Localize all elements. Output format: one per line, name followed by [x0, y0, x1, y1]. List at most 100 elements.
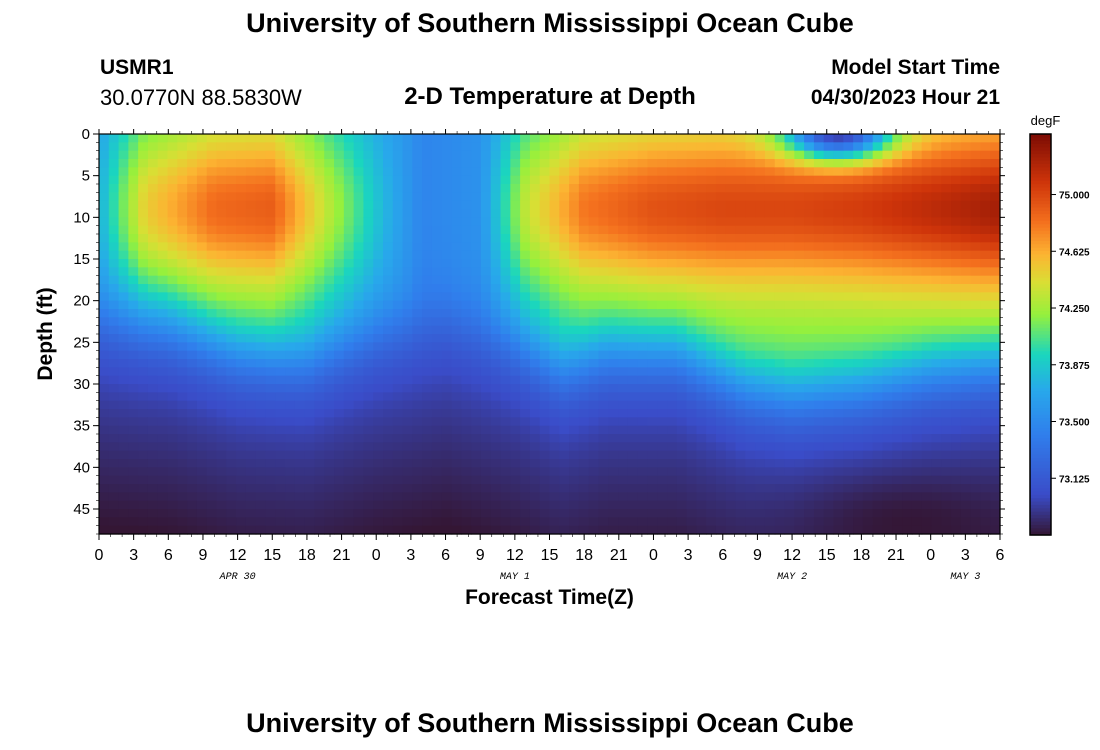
- colorbar-segment: [1030, 354, 1051, 359]
- heatmap-cell: [970, 525, 982, 535]
- heatmap-cell: [294, 334, 306, 343]
- heatmap-cell: [980, 359, 991, 368]
- heatmap-cell: [529, 159, 541, 168]
- heatmap-cell: [657, 159, 668, 168]
- heatmap-cell: [500, 359, 511, 368]
- heatmap-cell: [451, 434, 462, 443]
- heatmap-cell: [167, 242, 178, 252]
- heatmap-cell: [294, 259, 306, 268]
- heatmap-cell: [764, 517, 776, 527]
- heatmap-cell: [236, 400, 247, 410]
- heatmap-cell: [735, 234, 746, 243]
- heatmap-cell: [960, 417, 972, 427]
- heatmap-cell: [960, 325, 972, 335]
- heatmap-cell: [441, 417, 453, 427]
- heatmap-cell: [510, 459, 521, 468]
- heatmap-cell: [422, 217, 433, 227]
- heatmap-cell: [529, 209, 541, 218]
- heatmap-cell: [392, 134, 404, 143]
- heatmap-cell: [774, 317, 786, 327]
- heatmap-cell: [236, 184, 247, 193]
- heatmap-cell: [363, 150, 374, 160]
- heatmap-cell: [118, 284, 129, 293]
- heatmap-cell: [941, 175, 952, 185]
- heatmap-cell: [715, 259, 727, 268]
- heatmap-cell: [764, 209, 776, 218]
- heatmap-cell: [147, 234, 159, 243]
- heatmap-cell: [138, 384, 149, 393]
- heatmap-cell: [255, 325, 267, 335]
- heatmap-cell: [422, 434, 433, 443]
- heatmap-cell: [324, 517, 335, 527]
- heatmap-cell: [177, 275, 188, 285]
- heatmap-cell: [696, 484, 707, 493]
- heatmap-cell: [177, 159, 188, 168]
- heatmap-cell: [461, 434, 472, 443]
- heatmap-cell: [226, 350, 237, 360]
- heatmap-cell: [373, 459, 384, 468]
- heatmap-cell: [794, 325, 805, 335]
- heatmap-cell: [461, 142, 472, 152]
- heatmap-cell: [412, 267, 423, 277]
- heatmap-cell: [441, 242, 453, 252]
- heatmap-cell: [304, 492, 316, 502]
- heatmap-cell: [774, 242, 786, 252]
- heatmap-cell: [657, 325, 668, 335]
- heatmap-cell: [549, 384, 560, 393]
- heatmap-cell: [510, 384, 521, 393]
- heatmap-cell: [774, 175, 786, 185]
- heatmap-cell: [196, 350, 208, 360]
- heatmap-cell: [451, 159, 462, 168]
- heatmap-cell: [872, 242, 884, 252]
- heatmap-cell: [451, 325, 462, 335]
- heatmap-cell: [941, 367, 952, 377]
- heatmap-cell: [872, 184, 884, 193]
- heatmap-cell: [657, 467, 668, 477]
- heatmap-cell: [892, 159, 903, 168]
- heatmap-cell: [853, 325, 864, 335]
- heatmap-cell: [970, 275, 982, 285]
- heatmap-cell: [265, 459, 276, 468]
- heatmap-cell: [921, 317, 933, 327]
- heatmap-cell: [118, 417, 129, 427]
- heatmap-cell: [794, 384, 805, 393]
- heatmap-cell: [480, 392, 492, 402]
- heatmap-cell: [138, 334, 149, 343]
- heatmap-cell: [441, 275, 453, 285]
- heatmap-cell: [745, 225, 756, 235]
- heatmap-cell: [804, 434, 815, 443]
- heatmap-cell: [902, 209, 913, 218]
- heatmap-cell: [138, 150, 149, 160]
- heatmap-cell: [755, 442, 766, 452]
- heatmap-cell: [647, 359, 658, 368]
- heatmap-cell: [167, 234, 178, 243]
- heatmap-cell: [383, 142, 394, 152]
- heatmap-cell: [578, 234, 590, 243]
- heatmap-cell: [715, 417, 727, 427]
- heatmap-cell: [480, 317, 492, 327]
- heatmap-cell: [794, 175, 805, 185]
- heatmap-cell: [794, 250, 805, 260]
- heatmap-cell: [285, 375, 296, 385]
- heatmap-cell: [598, 367, 609, 377]
- heatmap-cell: [911, 250, 923, 260]
- heatmap-cell: [608, 275, 619, 285]
- heatmap-cell: [960, 300, 972, 310]
- heatmap-cell: [500, 400, 511, 410]
- heatmap-cell: [902, 350, 913, 360]
- heatmap-cell: [764, 300, 776, 310]
- heatmap-cell: [236, 167, 247, 177]
- heatmap-cell: [334, 484, 345, 493]
- heatmap-cell: [510, 217, 521, 227]
- heatmap-cell: [804, 384, 815, 393]
- colorbar-segment: [1030, 314, 1051, 319]
- heatmap-cell: [862, 192, 874, 202]
- heatmap-cell: [813, 209, 825, 218]
- heatmap-cell: [970, 509, 982, 518]
- heatmap-cell: [353, 350, 365, 360]
- heatmap-cell: [823, 150, 835, 160]
- heatmap-cell: [902, 400, 913, 410]
- heatmap-cell: [764, 425, 776, 435]
- heatmap-cell: [520, 450, 531, 460]
- heatmap-cell: [980, 150, 991, 160]
